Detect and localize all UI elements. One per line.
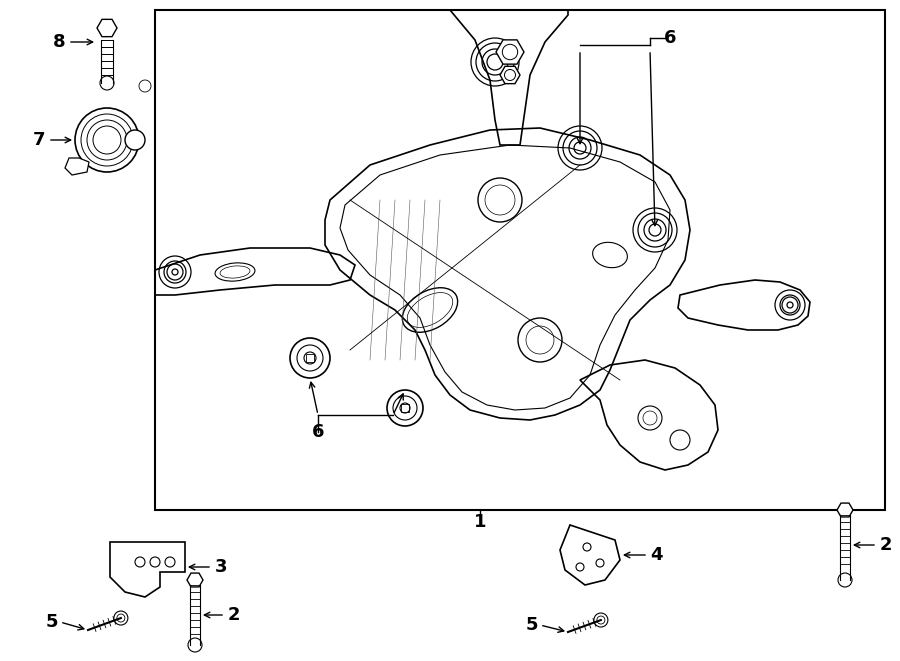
- Text: 5: 5: [46, 613, 58, 631]
- Circle shape: [125, 130, 145, 150]
- Polygon shape: [110, 542, 185, 597]
- Polygon shape: [65, 158, 89, 175]
- Text: 6: 6: [311, 423, 324, 441]
- Text: 1: 1: [473, 513, 486, 531]
- Text: 8: 8: [52, 33, 65, 51]
- Circle shape: [594, 613, 608, 627]
- Text: 5: 5: [526, 616, 538, 634]
- Polygon shape: [97, 19, 117, 36]
- Circle shape: [188, 638, 202, 652]
- Polygon shape: [500, 66, 520, 84]
- Circle shape: [838, 573, 852, 587]
- Text: 7: 7: [32, 131, 45, 149]
- Text: 3: 3: [215, 558, 228, 576]
- Polygon shape: [187, 573, 203, 587]
- Polygon shape: [496, 40, 524, 64]
- Circle shape: [114, 611, 128, 625]
- Text: 2: 2: [228, 606, 240, 624]
- Text: 2: 2: [880, 536, 893, 554]
- Text: 6: 6: [664, 29, 676, 47]
- Circle shape: [100, 76, 114, 90]
- Circle shape: [75, 108, 139, 172]
- Polygon shape: [837, 503, 853, 517]
- Text: 4: 4: [650, 546, 662, 564]
- Polygon shape: [560, 525, 620, 585]
